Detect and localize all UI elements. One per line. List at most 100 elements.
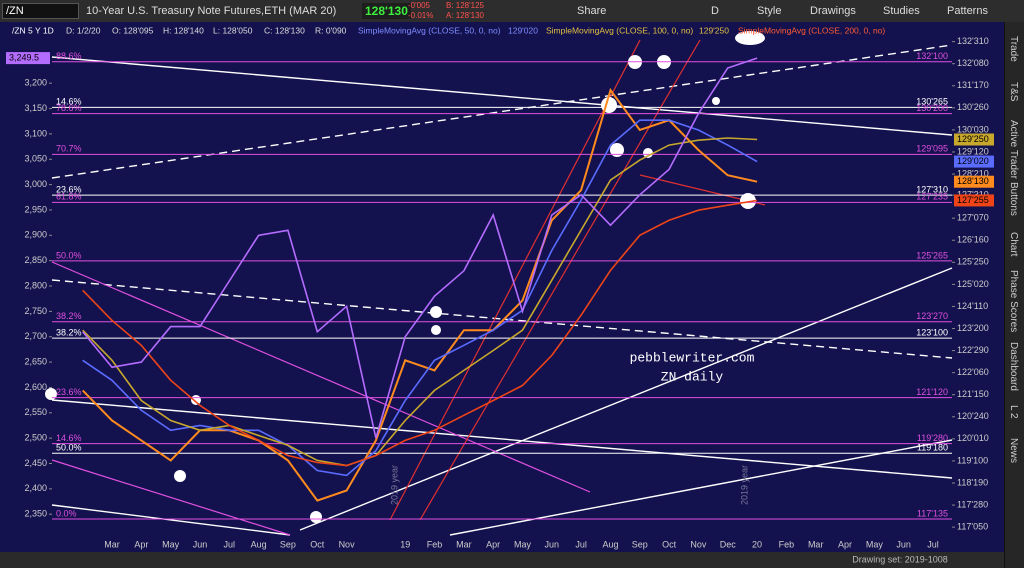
side-tab[interactable]: Phase Scores [1008,270,1019,333]
y2-tick-label: 3,150 [24,103,47,113]
fib-label: 50.0% [56,250,82,260]
y2-tick-label: 2,450 [24,458,47,468]
price-tag [954,194,994,207]
x-tick-label: Sep [632,539,648,549]
x-tick-label: Nov [339,539,356,549]
y2-tick-label: 2,600 [24,382,47,392]
y2-tick-label: 3,100 [24,128,47,138]
button[interactable]: Patterns [947,5,988,17]
y2-tick-label: 2,650 [24,356,47,366]
bar-close: C: 128'130 [264,25,305,35]
button[interactable]: Studies [883,5,920,17]
y2-tick-label: 2,400 [24,483,47,493]
button[interactable]: Share [577,5,607,17]
y2-tick-label: 2,850 [24,255,47,265]
y2-tick-label: 2,500 [24,433,47,443]
x-tick-label: Feb [779,539,795,549]
side-tab[interactable]: Trade [1008,36,1019,62]
fib-price: 132'100 [916,51,948,61]
symbol-box[interactable]: /ZN [2,3,79,19]
annotation: 2019 year [389,465,399,505]
fib-label: 38.2% [56,327,82,337]
series-line [82,137,758,467]
price-tag-label: 129'250 [957,134,989,144]
y-tick-label: 125'250 [957,257,989,267]
price-tag-label: 128'130 [957,176,989,186]
drawing-set: Drawing set: 2019-1008 [852,554,948,564]
x-tick-label: Apr [134,539,148,549]
study-label: SimpleMovingAvg (CLOSE, 200, 0, no) [738,25,885,35]
x-tick-label: Jul [575,539,587,549]
watermark: ZN daily [661,369,724,384]
y2-tick-label: 2,700 [24,331,47,341]
side-tab[interactable]: Chart [1008,232,1019,257]
fib-price: 123'100 [916,327,948,337]
y2-tick-label: 2,900 [24,230,47,240]
price-tag [954,155,994,168]
y-tick-label: 132'080 [957,58,989,68]
y2-tick-label: 2,800 [24,280,47,290]
bar-low: L: 128'050 [213,25,253,35]
x-tick-label: Oct [662,539,677,549]
fib-label: 14.6% [56,97,82,107]
y-tick-label: 117'280 [957,499,988,509]
y-tick-label: 130'260 [957,102,989,112]
x-tick-label: Jun [193,539,208,549]
side-tab[interactable]: News [1008,438,1019,464]
y-tick-label: 118'190 [957,477,988,487]
price-tag-label: 127'255 [957,195,989,205]
side-tabs: Trade T&S Active Trader Buttons Chart Ph… [1004,22,1024,568]
fib-price: 130'265 [916,97,948,107]
fib-label: 14.6% [56,433,82,443]
button[interactable]: D [711,5,719,17]
fib-price: 125'265 [916,250,948,260]
series-line [82,119,758,477]
y-tick-label: 132'310 [957,36,989,46]
side-tab[interactable]: Buttons [1008,182,1019,216]
side-tab[interactable]: Active Trader [1008,120,1019,179]
y-tick-label: 130'030 [957,124,989,134]
x-tick-label: Oct [310,539,325,549]
button[interactable]: Style [757,5,782,17]
price-tag [954,175,994,188]
change: -0'005 [408,1,430,10]
price-tag [6,52,50,65]
side-tab[interactable]: L 2 [1008,405,1019,419]
study-label: SimpleMovingAvg (CLOSE, 50, 0, no) [358,25,501,35]
bar-high: H: 128'140 [163,25,204,35]
y2-tick-label: 2,550 [24,407,47,417]
side-tab[interactable]: T&S [1008,82,1019,102]
x-tick-label: Feb [427,539,443,549]
y-tick-label: 128'210 [957,168,989,178]
fib-price: 127'235 [916,192,948,202]
study-value: 129'020 [508,25,538,35]
fib-label: 23.6% [56,387,82,397]
button[interactable]: Drawings [810,5,856,17]
y-tick-label: 131'170 [957,80,989,90]
fib-label: 50.0% [56,443,82,453]
toolbar: /ZN 10-Year U.S. Treasury Note Futures,E… [0,0,1024,23]
bar-date: D: 1/2/20 [66,25,101,35]
y-tick-label: 123'200 [957,323,989,333]
fib-label: 38.2% [56,311,82,321]
side-tab[interactable]: Dashboard [1008,342,1019,391]
x-tick-label: Nov [690,539,707,549]
fib-price: 123'270 [916,311,948,321]
x-tick-label: 19 [400,539,410,549]
y2-tick-label: 2,950 [24,204,47,214]
change-pct: -0.01% [408,11,434,20]
ask: A: 128'130 [446,11,485,20]
fib-price: 119'280 [917,433,948,443]
fib-label: 23.6% [56,185,82,195]
y-tick-label: 122'060 [957,367,989,377]
y-tick-label: 120'010 [957,433,989,443]
fib-price: 129'095 [916,144,948,154]
study-label: SimpleMovingAvg (CLOSE, 100, 0, no) [546,25,693,35]
study-value: 129'250 [699,25,729,35]
x-tick-label: Apr [486,539,500,549]
bar-range: R: 0'090 [315,25,347,35]
x-tick-label: Jun [896,539,911,549]
x-tick-label: Mar [104,539,120,549]
y-tick-label: 117'050 [957,522,988,532]
